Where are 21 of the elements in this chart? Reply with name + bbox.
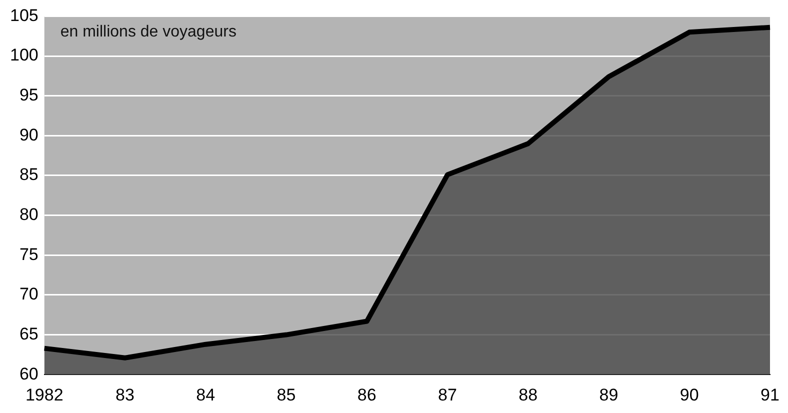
x-tick-label: 89 [599,385,618,404]
y-tick-label: 75 [19,244,38,264]
y-tick-label: 100 [10,46,38,65]
y-tick-label: 85 [19,165,38,184]
x-tick-label: 86 [357,385,376,404]
x-tick-label: 87 [438,385,457,404]
y-tick-label: 70 [19,284,38,304]
y-tick-label: 60 [19,364,38,384]
y-tick-label: 80 [19,205,38,224]
y-tick-label: 65 [19,324,38,344]
x-tick-label: 88 [518,385,538,404]
x-tick-label: 85 [276,385,296,404]
y-tick-label: 105 [10,6,38,25]
annotation: en millions de voyageurs [60,24,236,41]
x-tick-label: 90 [680,385,699,404]
x-tick-label: 91 [760,385,780,404]
x-tick-label: 1982 [25,385,64,404]
x-tick-label: 84 [196,385,216,404]
y-tick-label: 90 [19,125,38,144]
x-tick-label: 83 [116,385,134,404]
y-tick-label: 95 [19,86,38,105]
